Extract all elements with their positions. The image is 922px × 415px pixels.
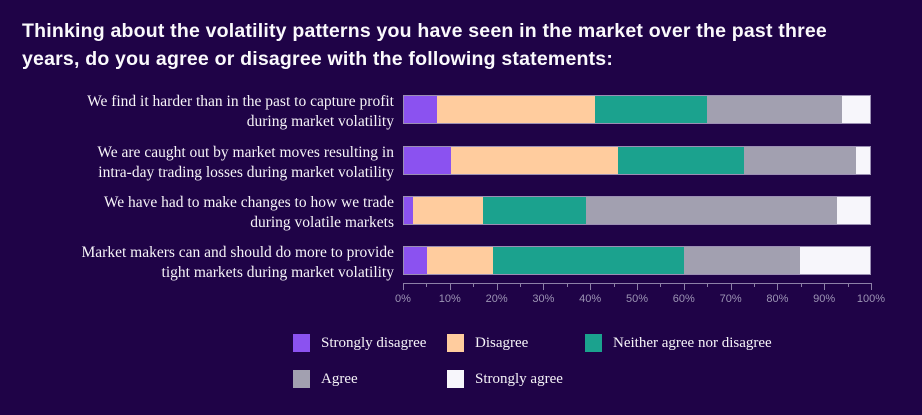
chart-rows: We find it harder than in the past to ca…	[18, 93, 871, 281]
bar-segment	[855, 147, 870, 174]
x-axis-major-tick	[403, 284, 404, 290]
bar-segment	[404, 96, 437, 123]
chart-title: Thinking about the volatility patterns y…	[22, 20, 827, 70]
x-axis-minor-tick	[707, 284, 709, 287]
bar-row: We have had to make changes to how we tr…	[18, 194, 871, 231]
bar-segment	[706, 96, 842, 123]
bar-segment	[683, 247, 801, 274]
x-axis-tick-label: 20%	[485, 293, 508, 305]
bar-segment	[837, 197, 870, 224]
x-axis-major-tick	[543, 284, 545, 290]
x-axis-tick-label: 30%	[532, 293, 555, 305]
x-axis-major-tick	[496, 284, 498, 290]
x-axis-minor-tick	[473, 284, 475, 287]
legend-label: Strongly disagree	[321, 335, 427, 351]
x-axis-major-tick	[590, 284, 592, 290]
stacked-bar	[403, 246, 871, 275]
legend-label: Strongly agree	[475, 371, 563, 387]
x-axis-line	[403, 283, 872, 284]
x-axis-major-tick	[871, 284, 872, 290]
x-axis-major-tick	[824, 284, 826, 290]
x-axis-minor-tick	[660, 284, 662, 287]
x-axis-tick-label: 0%	[395, 293, 411, 305]
stacked-bar	[403, 196, 871, 225]
legend-swatch	[293, 334, 310, 352]
legend-label: Neither agree nor disagree	[613, 335, 772, 351]
category-label: We have had to make changes to how we tr…	[103, 193, 394, 231]
bar-segment	[800, 247, 870, 274]
bar-segment	[436, 96, 596, 123]
x-axis-major-tick	[637, 284, 638, 290]
legend-item: Agree	[293, 370, 358, 388]
bar-segment	[427, 247, 493, 274]
bar-segment	[585, 197, 838, 224]
bar-segment	[413, 197, 484, 224]
stacked-bar	[403, 95, 871, 124]
bar-segment	[744, 147, 856, 174]
legend-item: Neither agree nor disagree	[585, 334, 772, 352]
bar-row: Market makers can and should do more to …	[18, 244, 871, 281]
x-axis-tick-label: 40%	[579, 293, 602, 305]
x-axis-tick-label: 90%	[813, 293, 836, 305]
bar-segment	[404, 197, 414, 224]
legend-item: Disagree	[447, 334, 528, 352]
category-label: Market makers can and should do more to …	[81, 243, 395, 281]
x-axis-major-tick	[777, 284, 779, 290]
bar-segment	[492, 247, 684, 274]
bar-segment	[483, 197, 586, 224]
x-axis-minor-tick	[847, 284, 849, 287]
bar-segment	[450, 147, 619, 174]
x-axis-minor-tick	[426, 284, 428, 287]
legend-swatch	[585, 334, 602, 352]
bar-segment	[618, 147, 745, 174]
bar-segment	[595, 96, 707, 123]
x-axis-tick-label: 50%	[625, 293, 649, 305]
x-axis-tick-label: 10%	[438, 293, 461, 305]
x-axis-minor-tick	[613, 284, 615, 287]
x-axis: 0% 10% 20% 30% 40% 50% 60% 70% 80% 90% 100%	[395, 283, 885, 313]
x-axis-minor-tick	[800, 284, 802, 287]
category-label: We are caught out by market moves result…	[97, 143, 394, 181]
x-axis-major-tick	[730, 284, 732, 290]
legend-item: Strongly agree	[447, 370, 563, 388]
x-axis-major-tick	[683, 284, 685, 290]
stacked-bar	[403, 146, 871, 175]
bar-segment	[404, 147, 451, 174]
legend-item: Strongly disagree	[293, 334, 426, 352]
category-label: We find it harder than in the past to ca…	[87, 92, 394, 130]
x-axis-tick-label: 80%	[766, 293, 789, 305]
x-axis-tick-label: 60%	[672, 293, 695, 305]
legend-swatch	[447, 370, 464, 388]
bar-segment	[404, 247, 428, 274]
x-axis-minor-tick	[754, 284, 755, 287]
x-axis-minor-tick	[520, 284, 521, 287]
legend-label: Agree	[321, 371, 358, 387]
x-axis-minor-tick	[566, 284, 568, 287]
x-axis-tick-label: 100%	[856, 293, 886, 305]
legend-swatch	[447, 334, 464, 352]
bar-row: We are caught out by market moves result…	[18, 144, 871, 181]
bar-row: We find it harder than in the past to ca…	[18, 93, 871, 130]
x-axis-major-tick	[449, 284, 451, 290]
legend-label: Disagree	[475, 335, 529, 351]
x-axis-tick-label: 70%	[719, 293, 742, 305]
bar-segment	[842, 96, 870, 123]
legend-swatch	[293, 370, 310, 388]
